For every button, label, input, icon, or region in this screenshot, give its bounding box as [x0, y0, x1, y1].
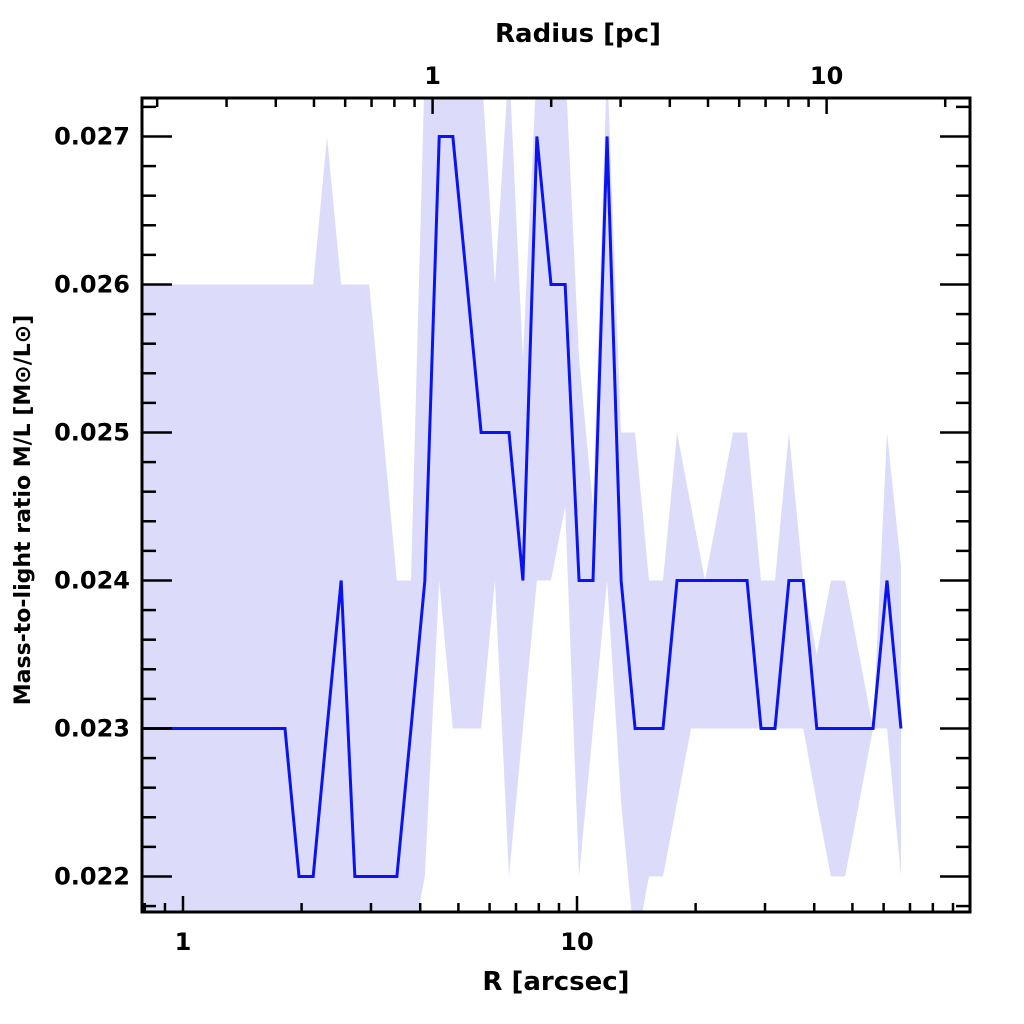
y-axis-label: Mass-to-light ratio M/L [M⊙/L⊙] — [11, 315, 36, 706]
y-tick-label: 0.024 — [54, 566, 130, 594]
y-tick-label: 0.022 — [54, 862, 130, 890]
x-tick-label: 1 — [175, 928, 192, 956]
y-tick-label: 0.025 — [54, 418, 130, 446]
x-axis-label: R [arcsec] — [482, 967, 629, 997]
x2-tick-label: 10 — [810, 62, 843, 90]
plot-frame — [140, 96, 972, 914]
x-tick-label: 10 — [560, 928, 593, 956]
uncertainty-band — [142, 98, 901, 912]
ml-profile-line — [142, 134, 903, 878]
x2-axis-label: Radius [pc] — [495, 19, 661, 49]
x2-tick-label: 1 — [424, 62, 441, 90]
y-tick-label: 0.026 — [54, 270, 130, 298]
y-tick-label: 0.027 — [54, 122, 130, 150]
y-tick-label: 0.023 — [54, 714, 130, 742]
